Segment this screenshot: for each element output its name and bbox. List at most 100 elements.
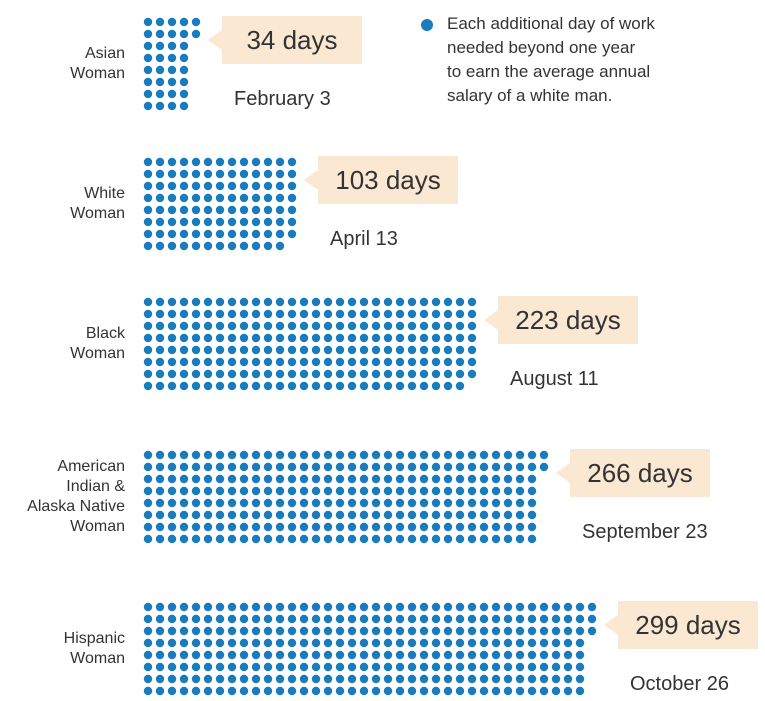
dot bbox=[515, 462, 525, 472]
dot bbox=[239, 345, 249, 355]
dot bbox=[167, 450, 177, 460]
dot bbox=[287, 309, 297, 319]
dot bbox=[143, 450, 153, 460]
dot bbox=[527, 614, 537, 624]
dot bbox=[155, 241, 165, 251]
dot bbox=[383, 614, 393, 624]
dot bbox=[515, 626, 525, 636]
dot bbox=[275, 297, 285, 307]
dot bbox=[371, 510, 381, 520]
dot bbox=[155, 181, 165, 191]
dot bbox=[275, 626, 285, 636]
dot bbox=[215, 534, 225, 544]
callout-box bbox=[304, 156, 458, 204]
dot bbox=[431, 321, 441, 331]
dot bbox=[323, 462, 333, 472]
dot bbox=[455, 381, 465, 391]
dot bbox=[323, 345, 333, 355]
dot bbox=[227, 474, 237, 484]
dot bbox=[299, 321, 309, 331]
dot bbox=[155, 686, 165, 696]
dot-group bbox=[143, 297, 477, 391]
dot bbox=[179, 534, 189, 544]
dot bbox=[143, 522, 153, 532]
dot bbox=[275, 638, 285, 648]
dot bbox=[335, 333, 345, 343]
dot bbox=[395, 321, 405, 331]
dot bbox=[479, 534, 489, 544]
dot bbox=[407, 369, 417, 379]
dot bbox=[311, 309, 321, 319]
dot bbox=[263, 357, 273, 367]
dot bbox=[335, 626, 345, 636]
dot bbox=[179, 309, 189, 319]
dot bbox=[167, 217, 177, 227]
category-label: American Indian & Alaska Native Woman bbox=[27, 458, 125, 535]
dot bbox=[371, 462, 381, 472]
dot bbox=[467, 321, 477, 331]
dot bbox=[431, 486, 441, 496]
dot bbox=[443, 321, 453, 331]
dot bbox=[455, 674, 465, 684]
dot bbox=[167, 498, 177, 508]
dot bbox=[503, 450, 513, 460]
dot bbox=[143, 41, 153, 51]
dot bbox=[191, 321, 201, 331]
dot bbox=[323, 309, 333, 319]
dot bbox=[287, 650, 297, 660]
dot bbox=[143, 662, 153, 672]
dot bbox=[275, 157, 285, 167]
dot bbox=[383, 662, 393, 672]
dot bbox=[335, 650, 345, 660]
dot bbox=[479, 474, 489, 484]
dot bbox=[215, 462, 225, 472]
dot bbox=[563, 614, 573, 624]
dot bbox=[179, 674, 189, 684]
dot bbox=[275, 357, 285, 367]
dot bbox=[251, 369, 261, 379]
dot bbox=[215, 309, 225, 319]
dot bbox=[179, 345, 189, 355]
dot bbox=[287, 602, 297, 612]
dot bbox=[395, 614, 405, 624]
dot bbox=[407, 614, 417, 624]
dot bbox=[383, 602, 393, 612]
dot bbox=[299, 638, 309, 648]
dot bbox=[263, 205, 273, 215]
dot bbox=[203, 217, 213, 227]
dot bbox=[359, 462, 369, 472]
dot bbox=[167, 650, 177, 660]
dot bbox=[299, 602, 309, 612]
dot bbox=[155, 626, 165, 636]
dot bbox=[443, 462, 453, 472]
dot bbox=[299, 369, 309, 379]
dot bbox=[407, 357, 417, 367]
dot bbox=[251, 357, 261, 367]
dot bbox=[443, 297, 453, 307]
dot bbox=[467, 534, 477, 544]
dot bbox=[143, 321, 153, 331]
dot bbox=[575, 614, 585, 624]
dot bbox=[203, 369, 213, 379]
dot bbox=[407, 602, 417, 612]
dot bbox=[215, 474, 225, 484]
dot bbox=[359, 522, 369, 532]
dot bbox=[215, 602, 225, 612]
dot bbox=[335, 486, 345, 496]
value-label: 223 days bbox=[515, 305, 621, 335]
dot bbox=[419, 510, 429, 520]
date-label: August 11 bbox=[510, 368, 599, 390]
dot bbox=[191, 297, 201, 307]
dot bbox=[455, 614, 465, 624]
dot bbox=[407, 626, 417, 636]
dot bbox=[515, 674, 525, 684]
dot bbox=[539, 626, 549, 636]
dot bbox=[419, 522, 429, 532]
dot bbox=[227, 450, 237, 460]
dot bbox=[455, 510, 465, 520]
dot bbox=[155, 29, 165, 39]
dot bbox=[431, 381, 441, 391]
dot bbox=[371, 626, 381, 636]
dot bbox=[215, 241, 225, 251]
date-label: February 3 bbox=[234, 88, 331, 110]
